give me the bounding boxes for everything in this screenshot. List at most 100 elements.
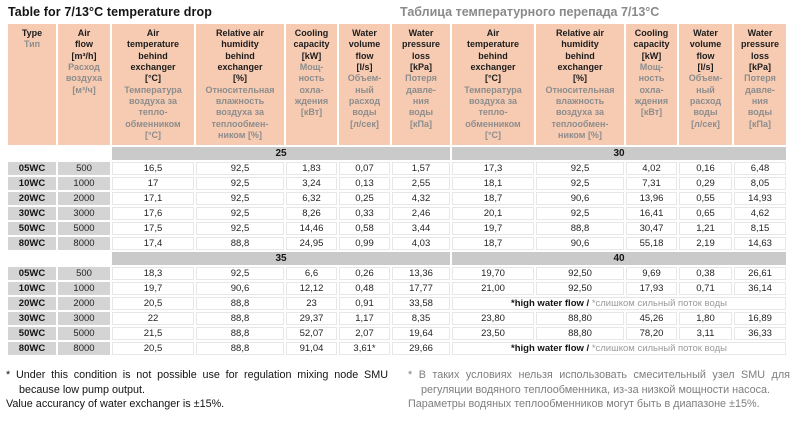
type-cell: 30WC	[8, 312, 56, 326]
airflow-cell: 1000	[58, 177, 110, 191]
value-cell: 88,8	[196, 297, 284, 311]
note-text-ru: *слишком сильный поток воды	[591, 343, 727, 355]
table-row: 05WC 500 18,3 92,5 6,6 0,26 13,36 19,70 …	[8, 267, 786, 281]
value-cell: 0,33	[339, 207, 390, 221]
col-header-air-temp-2: Air temperature behind exchanger [°C] Тем…	[452, 24, 534, 146]
value-cell: 36,33	[734, 327, 786, 341]
high-water-flow-note: *high water flow / *слишком сильный пото…	[452, 342, 786, 356]
table-row: 05WC 500 16,5 92,5 1,83 0,07 1,57 17,3 9…	[8, 162, 786, 176]
col-header-ru: Мощ- ность охла- ждения [кВт]	[294, 61, 329, 118]
type-cell: 80WC	[8, 237, 56, 251]
value-cell: 78,20	[626, 327, 677, 341]
col-header-en: Air temperature behind exchanger [°C]	[126, 28, 180, 84]
col-header-ru: Мощ- ность охла- ждения [кВт]	[634, 61, 669, 118]
value-cell: 23,80	[452, 312, 534, 326]
airflow-cell: 2000	[58, 297, 110, 311]
col-header-ru: Объем- ный расход воды [л/сек]	[347, 73, 382, 129]
col-header-en: Relative air humidity behind exchanger […	[555, 28, 605, 84]
value-cell: 0,48	[339, 282, 390, 296]
col-header-pressure-loss-2: Water pressure loss [kPa] Потеря давле- н…	[734, 24, 786, 146]
col-header-cooling-1: Cooling capacity [kW] Мощ- ность охла- жд…	[286, 24, 337, 146]
value-cell: 8,05	[734, 177, 786, 191]
value-cell: 45,26	[626, 312, 677, 326]
value-cell: 91,04	[286, 342, 337, 356]
type-cell: 05WC	[8, 162, 56, 176]
value-cell: 3,24	[286, 177, 337, 191]
col-header-ru: Потеря давле- ния воды [кПа]	[405, 73, 437, 129]
value-cell: 26,61	[734, 267, 786, 281]
note-text-en: *high water flow /	[511, 298, 592, 310]
airflow-cell: 1000	[58, 282, 110, 296]
col-header-ru: Температура воздуха за тепло- обменником…	[124, 84, 182, 140]
value-cell: 6,32	[286, 192, 337, 206]
footnote-ru-accuracy: Параметры водяных теплообменников могут …	[408, 398, 760, 411]
value-cell: 19,70	[452, 267, 534, 281]
value-cell: 21,5	[112, 327, 194, 341]
col-header-humidity-1: Relative air humidity behind exchanger […	[196, 24, 284, 146]
value-cell: 13,36	[392, 267, 450, 281]
value-cell: 2,46	[392, 207, 450, 221]
value-cell: 23	[286, 297, 337, 311]
value-cell: 19,64	[392, 327, 450, 341]
value-cell: 3,11	[679, 327, 732, 341]
col-header-ru: Расход воздуха [м³/ч]	[65, 61, 103, 95]
value-cell: 6,6	[286, 267, 337, 281]
col-header-ru: Потеря давле- ния воды [кПа]	[744, 73, 776, 129]
value-cell: 17,5	[112, 222, 194, 236]
value-cell: 92,5	[196, 192, 284, 206]
value-cell: 0,71	[679, 282, 732, 296]
footnote-en-accuracy: Value accurancy of water exchanger is ±1…	[6, 398, 225, 411]
type-cell: 20WC	[8, 297, 56, 311]
col-header-en: Water volume flow [l/s]	[689, 28, 722, 72]
value-cell: 0,26	[339, 267, 390, 281]
value-cell: 92,5	[536, 207, 624, 221]
table-row: 10WC 1000 19,7 90,6 12,12 0,48 17,77 21,…	[8, 282, 786, 296]
value-cell: 18,3	[112, 267, 194, 281]
value-cell: 0,25	[339, 192, 390, 206]
value-cell: 92,5	[196, 207, 284, 221]
value-cell: 17,77	[392, 282, 450, 296]
value-cell: 0,29	[679, 177, 732, 191]
col-header-en: Type	[21, 28, 43, 38]
table-row: 10WC 1000 17 92,5 3,24 0,13 2,55 18,1 92…	[8, 177, 786, 191]
col-header-pressure-loss-1: Water pressure loss [kPa] Потеря давле- н…	[392, 24, 450, 146]
table-row: 30WC 3000 17,6 92,5 8,26 0,33 2,46 20,1 …	[8, 207, 786, 221]
value-cell: 24,95	[286, 237, 337, 251]
col-header-ru: Объем- ный расход воды [л/сек]	[688, 73, 723, 129]
value-cell: 0,16	[679, 162, 732, 176]
temperature-drop-table: Type Тип Air flow [m³/h] Расход воздуха [м…	[6, 22, 788, 357]
value-cell: 92,5	[196, 267, 284, 281]
value-cell: 1,83	[286, 162, 337, 176]
value-cell: 17,93	[626, 282, 677, 296]
airflow-cell: 500	[58, 162, 110, 176]
table-row: 80WC 8000 17,4 88,8 24,95 0,99 4,03 18,7…	[8, 237, 786, 251]
value-cell: 29,66	[392, 342, 450, 356]
value-cell: 16,5	[112, 162, 194, 176]
table-row: 30WC 3000 22 88,8 29,37 1,17 8,35 23,80 …	[8, 312, 786, 326]
value-cell: 88,8	[196, 237, 284, 251]
water-temp-band-row: 35 40	[8, 252, 786, 266]
value-cell: 14,93	[734, 192, 786, 206]
value-cell: 21,00	[452, 282, 534, 296]
value-cell: 1,17	[339, 312, 390, 326]
value-cell: 88,8	[196, 327, 284, 341]
col-header-en: Water pressure loss [kPa]	[740, 28, 780, 72]
value-cell: 20,1	[452, 207, 534, 221]
value-cell: 92,5	[196, 162, 284, 176]
value-cell: 92,5	[536, 162, 624, 176]
value-cell: 0,55	[679, 192, 732, 206]
note-text-ru: *слишком сильный поток воды	[591, 298, 727, 310]
col-header-en: Relative air humidity behind exchanger […	[215, 28, 265, 84]
footnote-ru: * В таких условиях нельзя использовать с…	[408, 368, 790, 411]
value-cell: 17,6	[112, 207, 194, 221]
value-cell: 1,80	[679, 312, 732, 326]
value-cell: 14,63	[734, 237, 786, 251]
value-cell: 0,13	[339, 177, 390, 191]
band-spacer	[8, 252, 110, 265]
value-cell: 29,37	[286, 312, 337, 326]
value-cell: 52,07	[286, 327, 337, 341]
water-temp-band-40: 40	[452, 252, 786, 266]
value-cell: 30,47	[626, 222, 677, 236]
value-cell: 13,96	[626, 192, 677, 206]
